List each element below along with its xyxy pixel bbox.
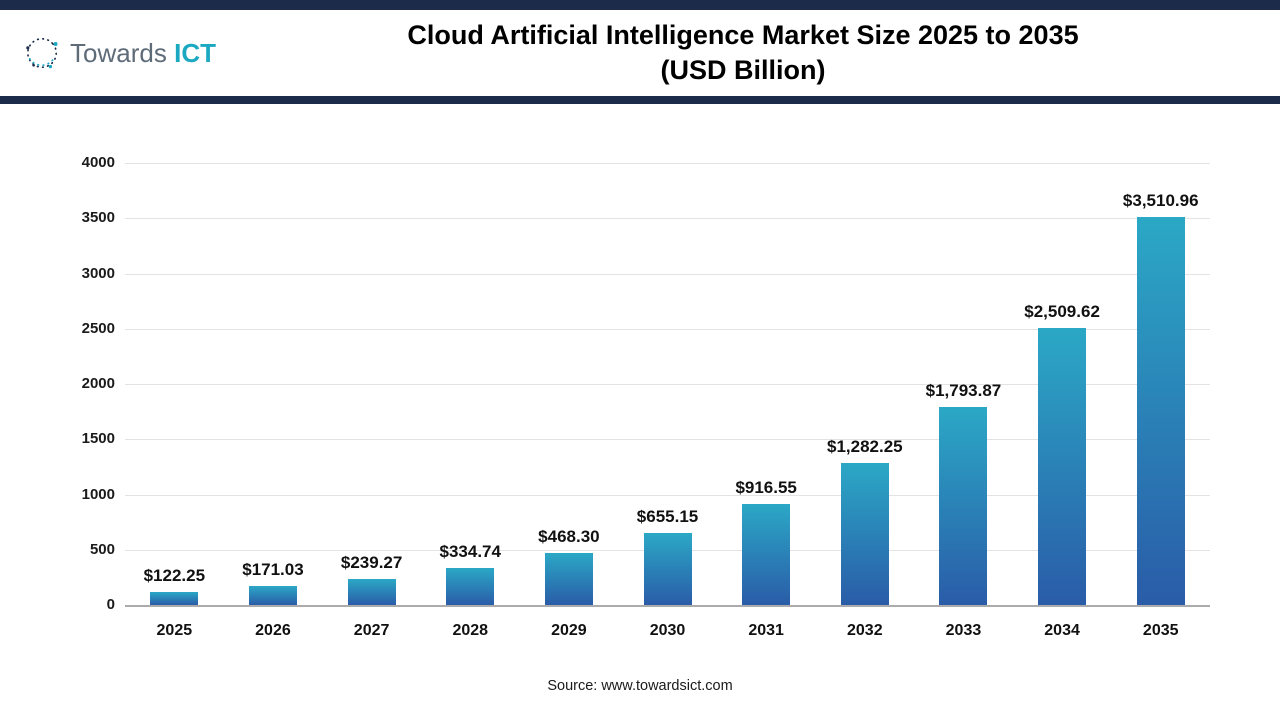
bar-column-2030: $655.15 <box>618 163 717 605</box>
gridline-2500 <box>125 328 1210 330</box>
y-tick-1000: 1000 <box>81 485 115 503</box>
bar-2030 <box>643 532 692 605</box>
gridline-1500 <box>125 439 1210 441</box>
x-tick-2031: 2031 <box>748 622 784 639</box>
logo-word-towards: Towards <box>70 37 167 68</box>
x-tick-2029: 2029 <box>551 622 587 639</box>
x-tick-2035: 2035 <box>1142 622 1179 639</box>
bar-value-label-2025: $122.25 <box>143 565 206 585</box>
x-tick-2026: 2026 <box>255 622 291 639</box>
bar-column-2026: $171.03 <box>224 163 323 605</box>
bar-column-2025: $122.25 <box>125 163 224 605</box>
chart-title-line1: Cloud Artificial Intelligence Market Siz… <box>407 20 1079 50</box>
bars-container: $122.25 $171.03 $239.27 $334.74 $468.30 $655.… <box>125 163 1210 605</box>
towards-ict-logo: Towards ICT <box>0 22 216 84</box>
bar-column-2029: $468.30 <box>520 163 619 605</box>
bar-value-label-2030: $655.15 <box>636 506 699 526</box>
y-tick-0: 0 <box>106 596 115 613</box>
y-tick-2000: 2000 <box>81 375 115 392</box>
source-text: Source: www.towardsict.com <box>547 678 733 694</box>
y-tick-3500: 3500 <box>81 209 115 227</box>
bar-2029 <box>544 553 593 605</box>
bar-value-label-2033: $1,793.87 <box>925 380 1002 400</box>
bar-column-2033: $1,793.87 <box>914 163 1013 605</box>
bar-value-label-2026: $171.03 <box>242 560 304 580</box>
chart-title-line2: (USD Billion) <box>660 55 826 85</box>
header-bottom-stripe <box>0 96 1280 104</box>
y-tick-1500: 1500 <box>81 430 115 448</box>
gridline-3500 <box>125 218 1210 220</box>
bar-2035 <box>1136 217 1185 605</box>
gridline-4000 <box>125 163 1210 164</box>
gridline-0 <box>125 605 1210 607</box>
bar-2032 <box>840 463 889 605</box>
bar-column-2034: $2,509.62 <box>1013 163 1112 605</box>
bar-value-label-2034: $2,509.62 <box>1024 301 1100 321</box>
y-tick-500: 500 <box>89 540 115 558</box>
x-tick-2025: 2025 <box>156 622 193 639</box>
bar-value-label-2035: $3,510.96 <box>1122 191 1199 211</box>
bar-2033 <box>939 406 988 605</box>
bar-2026 <box>248 586 297 605</box>
logo-word-ict: ICT <box>174 37 216 68</box>
x-tick-2028: 2028 <box>452 622 489 639</box>
x-tick-2033: 2033 <box>945 622 982 639</box>
y-axis-labels: 0 500 1000 1500 2000 2500 3000 3500 4000 <box>53 154 115 613</box>
x-tick-2032: 2032 <box>847 622 883 639</box>
gridline-2000 <box>125 384 1210 385</box>
header: Towards ICT Cloud Artificial Intelligenc… <box>0 10 1280 96</box>
bar-2028 <box>446 568 495 605</box>
x-axis-labels: 2025 2026 2027 2028 2029 2030 2031 2032 2033 2034… <box>125 622 1210 640</box>
chart-title: Cloud Artificial Intelligence Market Siz… <box>216 18 1280 88</box>
x-tick-2027: 2027 <box>353 622 390 639</box>
bar-value-label-2032: $1,282.25 <box>826 437 903 457</box>
bar-value-label-2028: $334.74 <box>439 542 501 562</box>
towards-ict-logo-icon <box>26 37 58 69</box>
bar-column-2035: $3,510.96 <box>1111 163 1210 605</box>
bar-2025 <box>150 591 199 605</box>
bar-2027 <box>347 578 396 605</box>
bar-2031 <box>742 503 791 605</box>
y-tick-2500: 2500 <box>81 319 115 337</box>
gridline-3000 <box>125 273 1210 275</box>
bar-value-label-2027: $239.27 <box>340 552 403 572</box>
y-tick-4000: 4000 <box>81 154 115 171</box>
bar-column-2028: $334.74 <box>421 163 520 605</box>
bar-column-2027: $239.27 <box>322 163 421 605</box>
logo-text: Towards ICT <box>70 38 216 69</box>
x-tick-2030: 2030 <box>649 622 686 639</box>
bar-column-2032: $1,282.25 <box>815 163 914 605</box>
y-tick-3000: 3000 <box>81 264 115 282</box>
x-tick-2034: 2034 <box>1044 622 1080 639</box>
gridline-1000 <box>125 494 1210 496</box>
bar-2034 <box>1038 327 1087 605</box>
header-top-stripe <box>0 0 1280 10</box>
bar-chart-plot-area: 0 500 1000 1500 2000 2500 3000 3500 4000 $122.25… <box>82 154 1210 613</box>
bar-value-label-2031: $916.55 <box>735 477 797 497</box>
bar-value-label-2029: $468.30 <box>538 527 600 547</box>
bar-column-2031: $916.55 <box>717 163 816 605</box>
